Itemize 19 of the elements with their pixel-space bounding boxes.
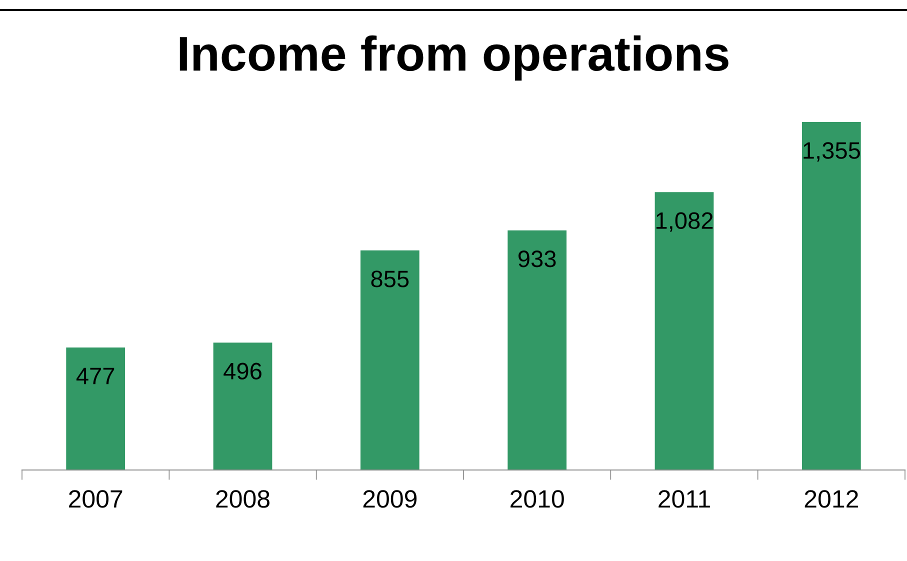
data-label: 933 [518, 250, 556, 268]
bar [213, 342, 272, 470]
x-tick-label: 2007 [69, 490, 122, 508]
data-label: 1,082 [656, 212, 713, 232]
data-label: 477 [76, 368, 114, 384]
x-tick-label: 2010 [510, 490, 564, 508]
bar [802, 122, 861, 470]
bar [66, 347, 126, 470]
bar [508, 230, 567, 470]
chart-title: Income from operations [180, 35, 728, 81]
bar [654, 192, 714, 470]
x-tick-label: 2012 [804, 490, 858, 508]
x-tick-label: 2011 [658, 490, 710, 508]
bar [360, 250, 420, 470]
x-tick-label: 2008 [216, 490, 270, 508]
data-label: 855 [371, 270, 409, 288]
x-tick-label: 2009 [363, 490, 417, 508]
data-label: 1,355 [804, 142, 860, 162]
data-label: 496 [224, 362, 262, 380]
